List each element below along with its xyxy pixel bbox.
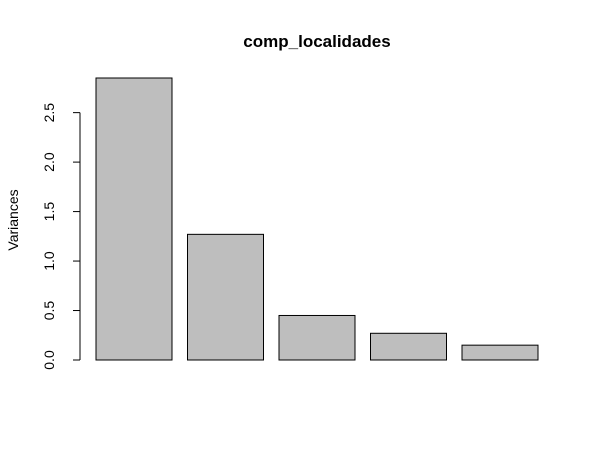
y-tick-label: 1.0 — [41, 251, 57, 271]
chart-title: comp_localidades — [243, 32, 390, 51]
y-tick-label: 0.5 — [41, 301, 57, 321]
bar-1 — [95, 77, 173, 361]
y-tick-label: 1.5 — [41, 202, 57, 222]
y-axis-label: Variances — [5, 189, 21, 250]
bar-2 — [187, 233, 264, 361]
y-axis: 0.0 0.5 1.0 1.5 2.0 2.5 — [41, 103, 81, 370]
bar-5 — [461, 344, 539, 361]
bar-4 — [370, 332, 447, 361]
y-tick-label: 2.5 — [41, 103, 57, 123]
y-tick-label: 0.0 — [41, 350, 57, 370]
bars-group — [95, 77, 539, 361]
y-tick-label: 2.0 — [41, 152, 57, 172]
bar-3 — [278, 314, 356, 361]
